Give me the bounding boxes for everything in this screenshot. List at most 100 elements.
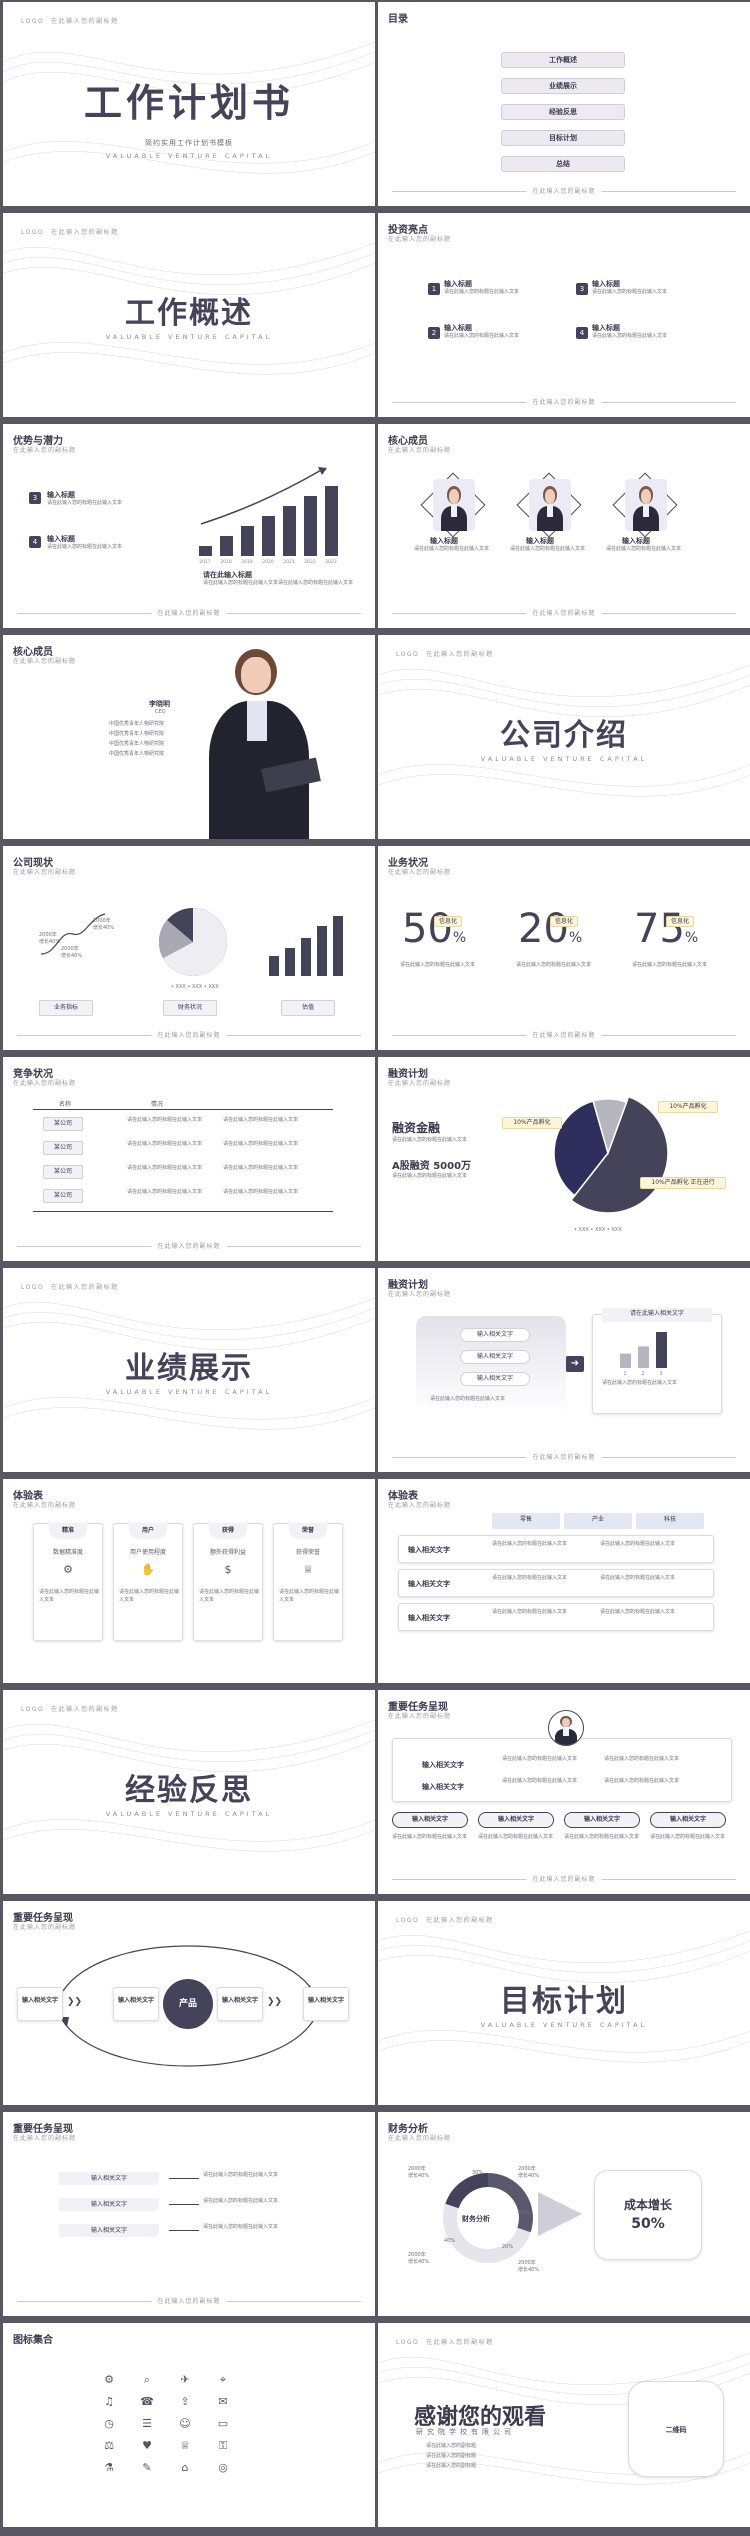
tick-label: 2019 bbox=[241, 559, 253, 564]
task-bar: 输入相关文字 bbox=[59, 2198, 159, 2211]
feature-card bbox=[273, 1523, 343, 1641]
section-title: 公司介绍 bbox=[500, 718, 628, 753]
slide-subtitle: 在此输入您的副标题 bbox=[388, 447, 452, 454]
row-text: 请在此输入您的标题在此输入文本 bbox=[600, 1541, 676, 1547]
toc-item[interactable]: 经验反思 bbox=[501, 104, 625, 120]
lock-icon: ⚿ bbox=[218, 2439, 228, 2452]
pie-callout: 10%产品孵化 正在进行 bbox=[640, 1177, 726, 1189]
pie-slice bbox=[553, 1100, 609, 1197]
pie-legend: • XXX • XXX • XXX bbox=[171, 984, 219, 990]
table-cell: 请在此输入您的标题在此输入文本 bbox=[127, 1141, 203, 1147]
donut-center: 财务分析 bbox=[462, 2215, 490, 2223]
slide-section[interactable]: LOGO 在此输入您的副标题 目标计划 VALUABLE VENTURE CAP… bbox=[378, 1901, 750, 2105]
toc-item[interactable]: 目标计划 bbox=[501, 130, 625, 146]
status-button[interactable]: 财务状况 bbox=[163, 1000, 217, 1016]
logo: LOGO bbox=[396, 2339, 420, 2346]
slide-business-status[interactable]: 业务状况 在此输入您的副标题 50% 信息化 请在此输入您的标题在此输入文本 2… bbox=[378, 846, 750, 1050]
item-heading: 输入标题 bbox=[592, 280, 620, 288]
tick-label: 2 bbox=[641, 1371, 644, 1376]
logo-subtitle: 在此输入您的副标题 bbox=[51, 1706, 119, 1713]
slide-tasks[interactable]: 重要任务呈现 在此输入您的副标题 输入相关文字 请在此输入您的标题在此输入文本 … bbox=[378, 1690, 750, 1894]
slide-subtitle: 在此输入您的副标题 bbox=[388, 869, 452, 876]
avatar bbox=[548, 1710, 584, 1746]
slide-financing-plan[interactable]: 融资计划 在此输入您的副标题 输入相关文字 输入相关文字 输入相关文字 请在此输… bbox=[378, 1268, 750, 1472]
item-number: 3 bbox=[29, 492, 41, 504]
slide-title: 融资计划 bbox=[388, 1280, 428, 1291]
pie-slice bbox=[592, 1098, 628, 1156]
chevron-right-icon: ❯❯ bbox=[267, 1997, 283, 2007]
slide-icon-set[interactable]: 图标集合 ⚙ ⌕ ✈ ⌖ ♫ ☎ ⇪ ✉ ◷ ☰ ☺ ▭ ⚖ ♥ ♕ ⚿ ⚗ ✎… bbox=[3, 2323, 375, 2527]
table-cell: 请在此输入您的标题在此输入文本 bbox=[127, 1189, 203, 1195]
logo: LOGO bbox=[21, 1706, 45, 1713]
logo-text: LOGO 在此输入您的副标题 bbox=[396, 1915, 494, 1924]
slide-task-flow[interactable]: 重要任务呈现 在此输入您的副标题 输入相关文字 ❯❯ 输入相关文字 产品 输入相… bbox=[3, 1901, 375, 2105]
section-english: VALUABLE VENTURE CAPITAL bbox=[105, 1388, 273, 1396]
slide-toc[interactable]: 目录 工作概述 业绩展示 经验反思 目标计划 总结 在此输入您的副标题 bbox=[378, 2, 750, 206]
slide-section[interactable]: LOGO 在此输入您的副标题 工作概述 VALUABLE VENTURE CAP… bbox=[3, 213, 375, 417]
chart-icon: ✎ bbox=[142, 2461, 152, 2474]
task-text: 请在此输入您的标题在此输入文本 bbox=[502, 1756, 578, 1762]
slide-competition[interactable]: 竞争状况 在此输入您的副标题 名称 情况 某公司 请在此输入您的标题在此输入文本… bbox=[3, 1057, 375, 1261]
table-row-name: 某公司 bbox=[43, 1189, 83, 1203]
card-heading: 用户 bbox=[129, 1523, 167, 1539]
slide-section[interactable]: LOGO 在此输入您的副标题 业绩展示 VALUABLE VENTURE CAP… bbox=[3, 1268, 375, 1472]
status-button[interactable]: 业务指标 bbox=[39, 1000, 93, 1016]
slide-section[interactable]: LOGO 在此输入您的副标题 经验反思 VALUABLE VENTURE CAP… bbox=[3, 1690, 375, 1894]
slide-thanks[interactable]: LOGO 在此输入您的副标题 感谢您的观看 研究院学校有限公司 请在此输入您的副… bbox=[378, 2323, 750, 2527]
slide-cover[interactable]: LOGO 在此输入您的副标题 工作计划书 简约实用工作计划书模板 VALUABL… bbox=[3, 2, 375, 206]
slide-section[interactable]: LOGO 在此输入您的副标题 公司介绍 VALUABLE VENTURE CAP… bbox=[378, 635, 750, 839]
handshake-icon: ✋ bbox=[141, 1563, 155, 1576]
kpi-text: 请在此输入您的标题在此输入文本 bbox=[632, 962, 708, 968]
slide-experience-cards[interactable]: 体验表 在此输入您的副标题 精准 数据精准度 ⚙ 请在此输入您的标题在此输入文本… bbox=[3, 1479, 375, 1683]
slide-member-profile[interactable]: 核心成员 在此输入您的副标题 李晓明 CEO 中国优秀青年人物研究院 中国优秀青… bbox=[3, 635, 375, 839]
tick-label: 2020 bbox=[262, 559, 274, 564]
card-text: 请在此输入您的标题在此输入文本 bbox=[279, 1589, 340, 1603]
slide-subtitle: 在此输入您的副标题 bbox=[13, 447, 77, 454]
member-text: 请在此输入您的标题在此输入文本 bbox=[510, 546, 586, 552]
finance-text: 请在此输入您的标题在此输入文本 bbox=[392, 1173, 468, 1179]
pie-chart bbox=[553, 1095, 669, 1214]
upload-icon: ⇪ bbox=[180, 2395, 190, 2408]
slide-title: 重要任务呈现 bbox=[13, 2124, 73, 2135]
slide-title: 体验表 bbox=[388, 1491, 418, 1502]
cover-english: VALUABLE VENTURE CAPITAL bbox=[105, 152, 273, 160]
flow-label: 输入相关文字 bbox=[307, 1997, 344, 2004]
row-label: 输入相关文字 bbox=[408, 1546, 450, 1554]
member-line: 中国优秀青年人物研究院 bbox=[109, 751, 165, 757]
toc-item[interactable]: 工作概述 bbox=[501, 52, 625, 68]
step-pill: 输入相关文字 bbox=[460, 1328, 530, 1342]
slide-experience-table[interactable]: 体验表 在此输入您的副标题 零售 产业 科技 输入相关文字 请在此输入您的标题在… bbox=[378, 1479, 750, 1683]
kpi-tag: 信息化 bbox=[434, 916, 462, 927]
table-row bbox=[398, 1535, 714, 1563]
slide-highlights[interactable]: 投资亮点 在此输入您的副标题 1 输入标题 请在此输入您的标题在此输入文本 3 … bbox=[378, 213, 750, 417]
slide-advantages[interactable]: 优势与潜力 在此输入您的副标题 3 输入标题 请在此输入您的标题在此输入文本 4… bbox=[3, 424, 375, 628]
step-pill: 输入相关文字 bbox=[460, 1372, 530, 1386]
label-year: 2000年 bbox=[93, 918, 111, 924]
bar-chart: 2017 2018 2019 2020 2021 2022 2023 bbox=[199, 467, 338, 564]
contact-line: 请在此输入您的副标题 bbox=[426, 2463, 477, 2469]
slide-task-list[interactable]: 重要任务呈现 在此输入您的副标题 输入相关文字 请在此输入您的标题在此输入文本 … bbox=[3, 2112, 375, 2316]
flow-box bbox=[113, 1987, 159, 2021]
toc-item[interactable]: 总结 bbox=[501, 156, 625, 172]
label-year: 2000年 bbox=[518, 2166, 536, 2172]
slide-financial-analysis[interactable]: 财务分析 在此输入您的副标题 财务分析 30% 10% 40% 20% 2000… bbox=[378, 2112, 750, 2316]
slide-company-status[interactable]: 公司现状 在此输入您的副标题 2000年 增长40% 2000年 增长40% 2… bbox=[3, 846, 375, 1050]
section-english: VALUABLE VENTURE CAPITAL bbox=[480, 2021, 648, 2029]
table-cell: 请在此输入您的标题在此输入文本 bbox=[223, 1189, 299, 1195]
label-growth: 增长40% bbox=[408, 2259, 430, 2265]
slide-members[interactable]: 核心成员 在此输入您的副标题 输入标题 请在此输入您的标题在此输入文本 输入标题… bbox=[378, 424, 750, 628]
pill-text: 请在此输入您的标题在此输入文本 bbox=[392, 1834, 468, 1840]
status-button[interactable]: 估值 bbox=[281, 1000, 335, 1016]
tick-label: 2021 bbox=[283, 559, 295, 564]
toc-item[interactable]: 业绩展示 bbox=[501, 78, 625, 94]
slide-financing[interactable]: 融资计划 在此输入您的副标题 融资金融 请在此输入您的标题在此输入文本 A股融资… bbox=[378, 1057, 750, 1261]
member-line: 中国优秀青年人物研究院 bbox=[109, 741, 165, 747]
gear-icon: ⚙ bbox=[104, 2373, 114, 2386]
cover-title: 工作计划书 bbox=[83, 81, 294, 125]
logo-text: LOGO 在此输入您的副标题 bbox=[396, 2337, 494, 2346]
member-line: 中国优秀青年人物研究院 bbox=[109, 731, 165, 737]
label-growth: 增长40% bbox=[93, 925, 115, 931]
task-text: 请在此输入您的标题在此输入文本 bbox=[604, 1778, 680, 1784]
result-text: 请在此输入您的标题在此输入文本 bbox=[602, 1380, 678, 1386]
member-role: CEO bbox=[155, 709, 166, 715]
